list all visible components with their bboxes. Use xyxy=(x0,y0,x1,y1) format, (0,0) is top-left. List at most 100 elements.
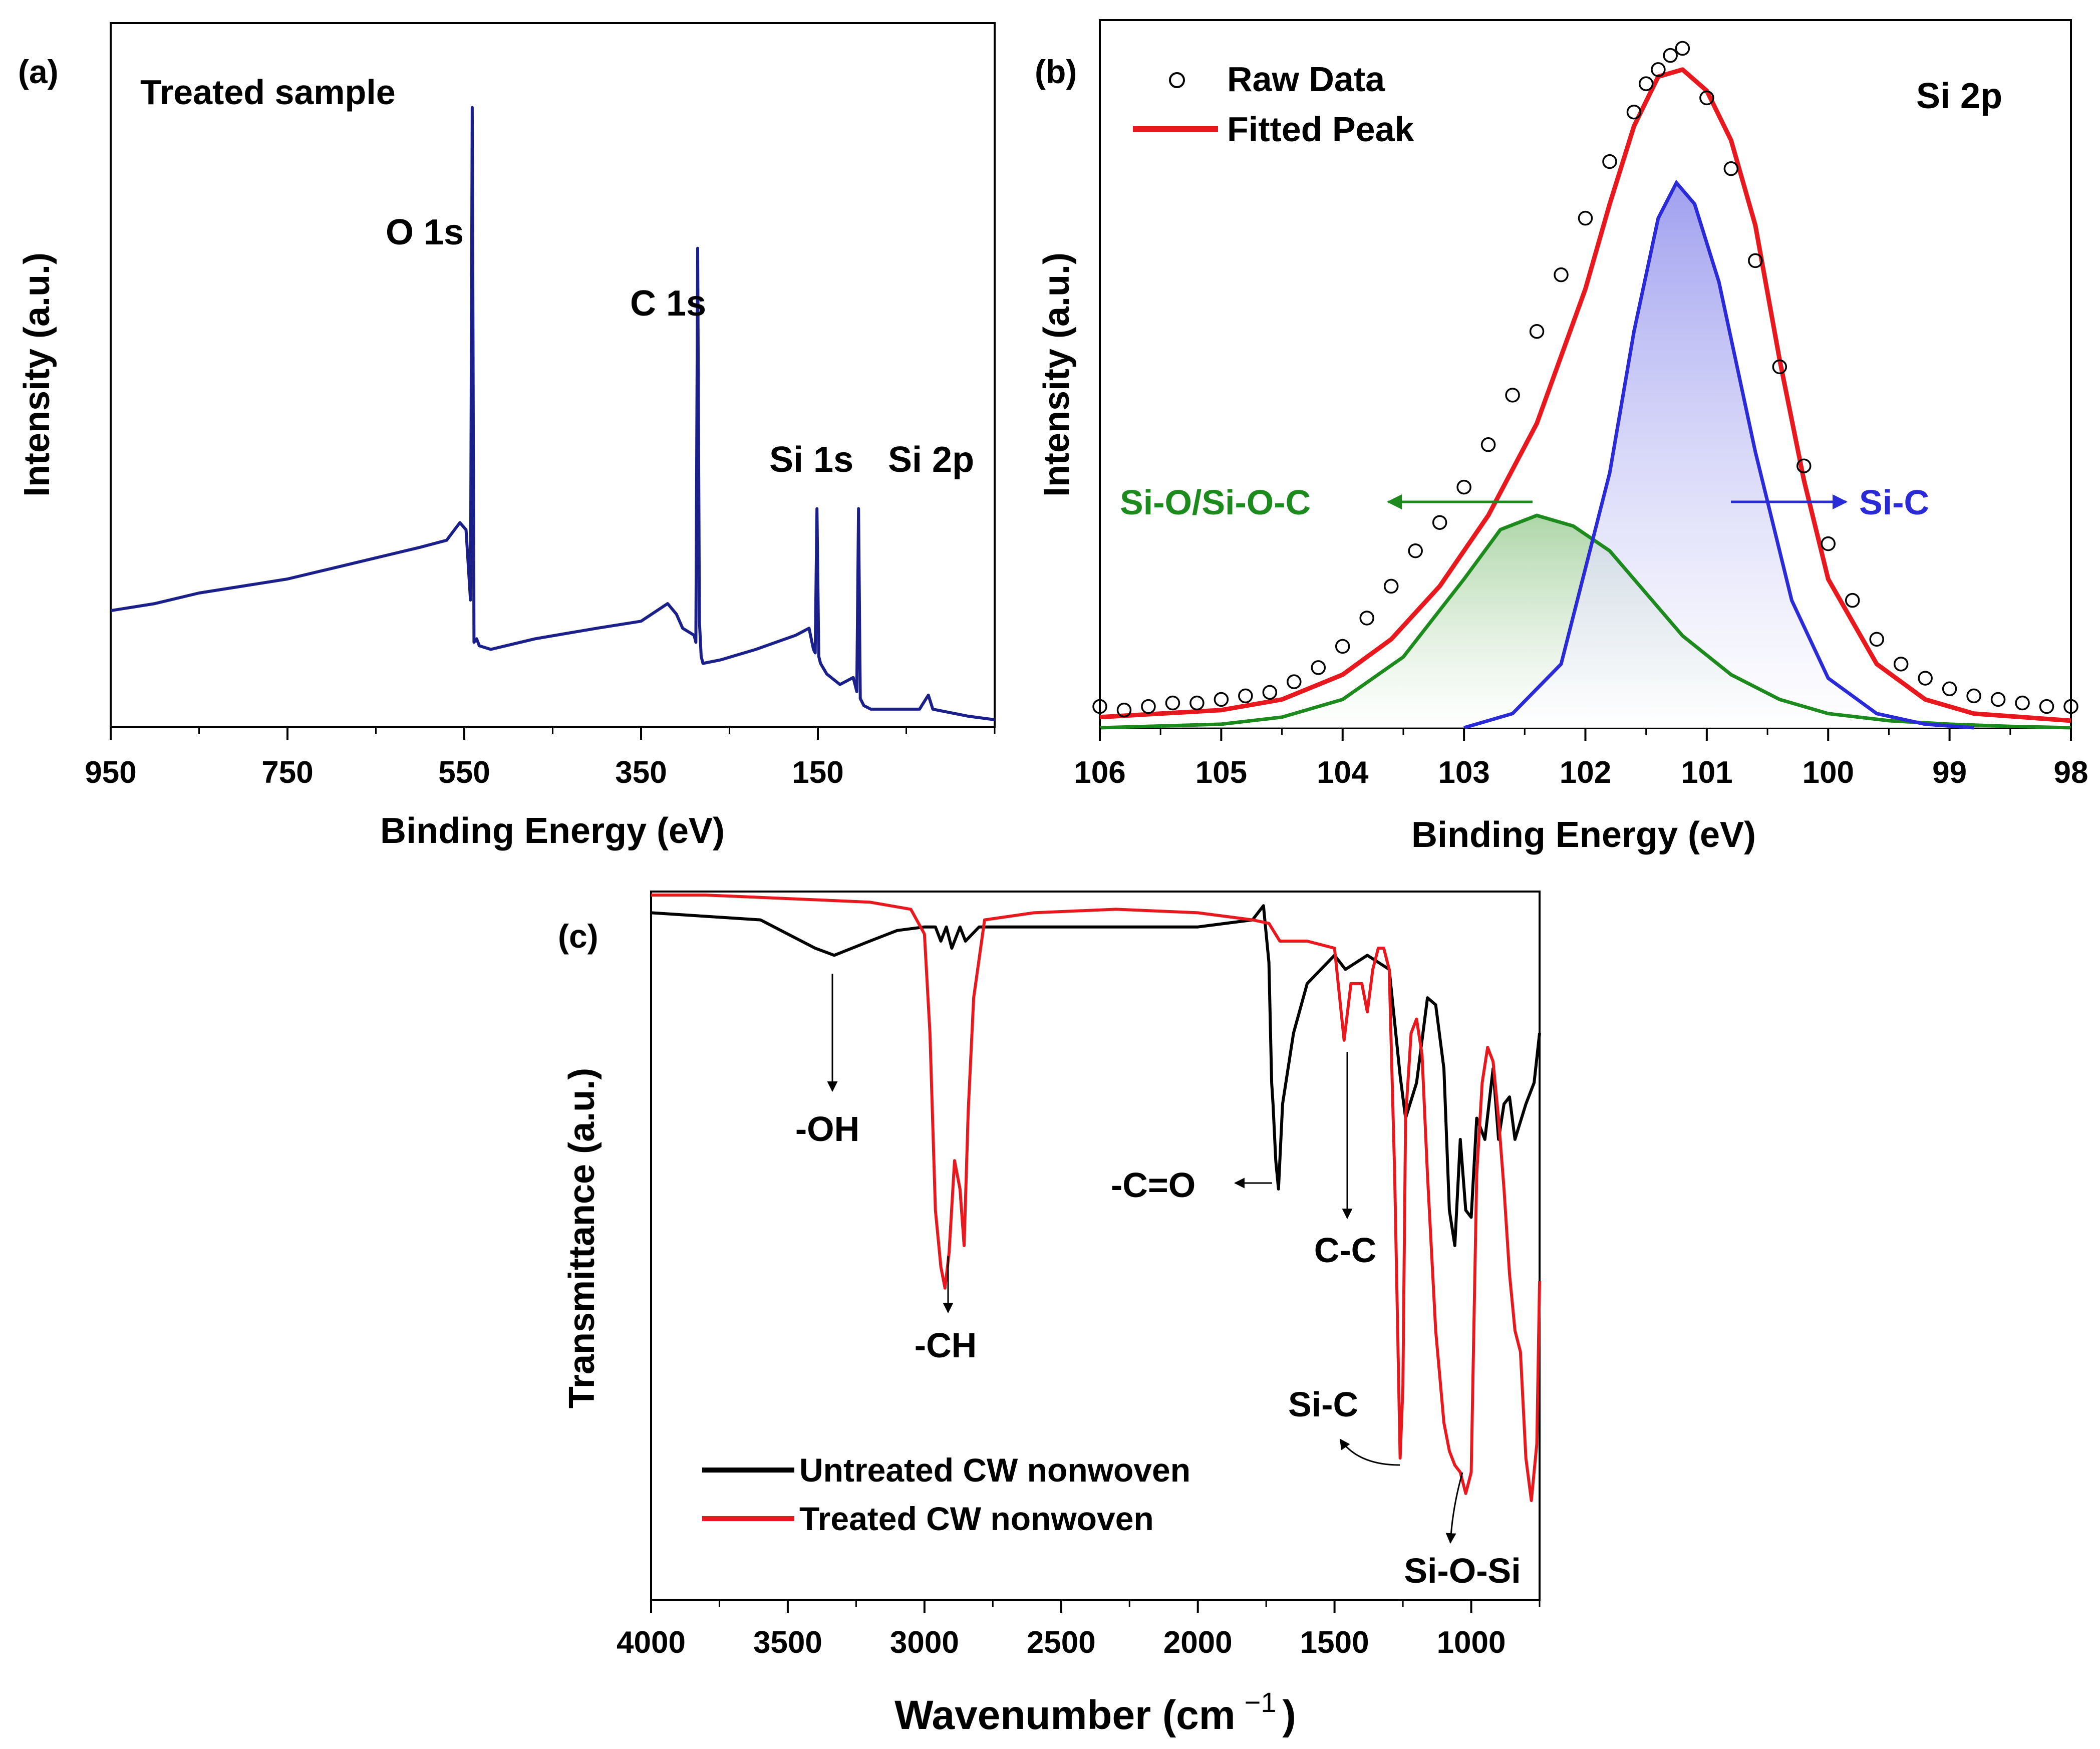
panel-c-legend: Untreated CW nonwoven Treated CW nonwove… xyxy=(702,1451,1190,1537)
raw-data-point xyxy=(1918,671,1933,686)
annotation-si-c-label: Si-C xyxy=(1288,1385,1358,1424)
raw-data-point xyxy=(1214,692,1229,707)
x-tick-label: 102 xyxy=(1560,755,1611,790)
raw-data-point xyxy=(1383,578,1399,594)
legend-fitted-peak-label: Fitted Peak xyxy=(1227,110,1414,149)
x-tick-label: 100 xyxy=(1803,755,1854,790)
panel-c-y-axis-label: Transmittance (a.u.) xyxy=(562,1068,602,1408)
annotation-cc-label: C-C xyxy=(1314,1231,1376,1270)
x-tick-label: 2500 xyxy=(1027,1625,1096,1660)
x-tick-label: 2000 xyxy=(1163,1625,1233,1660)
panel-b-label: (b) xyxy=(1035,53,1077,90)
panel-a-x-axis-label: Binding Energy (eV) xyxy=(380,811,725,851)
panel-a-data-group xyxy=(110,106,995,721)
raw-data-point xyxy=(2015,695,2030,711)
panel-c: 4000 3500 3000 2500 2000 1500 1000 (c) -OH -CH… xyxy=(558,891,1541,1738)
panel-a-annotation-si2p: Si 2p xyxy=(888,440,974,480)
raw-data-point xyxy=(1262,685,1278,700)
panel-c-x-axis-label: Wavenumber (cm −1) xyxy=(894,1686,1296,1738)
legend-raw-data-marker xyxy=(1169,72,1185,88)
raw-data-point xyxy=(1116,702,1132,718)
raw-data-point xyxy=(1990,692,2006,707)
raw-data-point xyxy=(1165,695,1180,711)
raw-data-point xyxy=(1189,695,1205,711)
x-tick-label: 1500 xyxy=(1300,1625,1369,1660)
raw-data-point xyxy=(1578,210,1593,226)
panel-b-legend: Raw Data Fitted Peak xyxy=(1133,60,1414,149)
annotation-si-c-label: Si-C xyxy=(1859,483,1929,522)
panel-a: 950 750 550 350 150 (a) Treated sample O 1s … xyxy=(17,22,996,851)
x-axis-label-superscript: −1 xyxy=(1245,1686,1277,1718)
raw-data-point xyxy=(1748,253,1763,268)
panel-a-annotation-o1s: O 1s xyxy=(386,212,464,252)
raw-data-point xyxy=(1772,359,1787,375)
raw-data-point xyxy=(1238,688,1253,704)
untreated-spectrum-line xyxy=(651,904,1541,1247)
x-tick-label: 750 xyxy=(261,755,313,790)
raw-data-point xyxy=(2039,699,2054,714)
annotation-si-o-si-label: Si-O-Si xyxy=(1404,1551,1521,1590)
annotation-oh-label: -OH xyxy=(795,1109,859,1148)
x-tick-label: 1000 xyxy=(1437,1625,1506,1660)
panel-b-y-axis-label: Intensity (a.u.) xyxy=(1037,252,1077,497)
panel-a-y-axis-label: Intensity (a.u.) xyxy=(17,252,57,497)
survey-spectrum-line xyxy=(110,106,995,721)
raw-data-point xyxy=(1335,639,1350,654)
raw-data-point xyxy=(1092,699,1107,714)
panel-b-data-group xyxy=(1092,41,2078,730)
x-tick-label: 98 xyxy=(2054,755,2088,790)
x-tick-label: 550 xyxy=(438,755,490,790)
raw-data-point xyxy=(1942,681,1957,697)
legend-raw-data-label: Raw Data xyxy=(1227,60,1385,99)
raw-data-point xyxy=(1723,161,1739,176)
raw-data-point xyxy=(1893,657,1909,672)
raw-data-point xyxy=(1432,515,1447,530)
raw-data-point xyxy=(1699,90,1714,106)
raw-data-point xyxy=(1966,688,1981,704)
x-tick-label: 950 xyxy=(85,755,136,790)
panel-a-label: (a) xyxy=(18,53,59,90)
panel-c-label: (c) xyxy=(558,918,598,955)
panel-b: 106 105 104 103 102 101 100 99 98 (b) Si 2p Raw … xyxy=(1035,19,2088,855)
raw-data-point xyxy=(1480,437,1496,452)
raw-data-point xyxy=(1456,479,1471,495)
si-c-component-fill xyxy=(1464,183,1974,728)
x-tick-label: 106 xyxy=(1074,755,1125,790)
raw-data-point xyxy=(1141,699,1156,714)
raw-data-point xyxy=(1675,41,1690,56)
panel-b-title: Si 2p xyxy=(1916,76,2002,116)
panel-a-title: Treated sample xyxy=(140,73,396,112)
raw-data-point xyxy=(1554,267,1569,282)
raw-data-point xyxy=(1638,76,1654,91)
x-tick-label: 101 xyxy=(1681,755,1732,790)
panel-c-x-ticks: 4000 3500 3000 2500 2000 1500 1000 xyxy=(617,1600,1541,1660)
raw-data-point xyxy=(1287,674,1302,689)
raw-data-point xyxy=(1796,458,1812,473)
raw-data-point xyxy=(1663,48,1678,63)
x-tick-label: 350 xyxy=(615,755,667,790)
panel-b-x-axis-label: Binding Energy (eV) xyxy=(1411,815,1756,855)
legend-treated-label: Treated CW nonwoven xyxy=(799,1500,1154,1537)
raw-data-point xyxy=(1311,660,1326,675)
raw-data-point xyxy=(1529,324,1545,339)
x-tick-label: 4000 xyxy=(617,1625,686,1660)
panel-c-data-group xyxy=(651,894,1541,1502)
raw-data-point xyxy=(2063,699,2078,714)
raw-data-point xyxy=(1821,536,1836,551)
raw-data-point xyxy=(1869,632,1884,647)
x-tick-label: 104 xyxy=(1317,755,1369,790)
x-axis-label-close: ) xyxy=(1283,1692,1296,1738)
x-tick-label: 103 xyxy=(1438,755,1489,790)
annotation-ch-label: -CH xyxy=(915,1326,977,1365)
raw-data-point xyxy=(1408,543,1423,558)
x-tick-label: 150 xyxy=(792,755,843,790)
raw-data-point xyxy=(1651,62,1666,77)
panel-a-x-ticks: 950 750 550 350 150 xyxy=(85,727,996,790)
x-tick-label: 3000 xyxy=(890,1625,959,1660)
panel-a-annotation-c1s: C 1s xyxy=(630,283,706,324)
annotation-si-c-arrow xyxy=(1339,1438,1400,1466)
raw-data-point xyxy=(1626,104,1642,120)
raw-data-point xyxy=(1602,154,1617,169)
panel-a-plot-frame xyxy=(110,22,996,728)
x-tick-label: 3500 xyxy=(753,1625,822,1660)
